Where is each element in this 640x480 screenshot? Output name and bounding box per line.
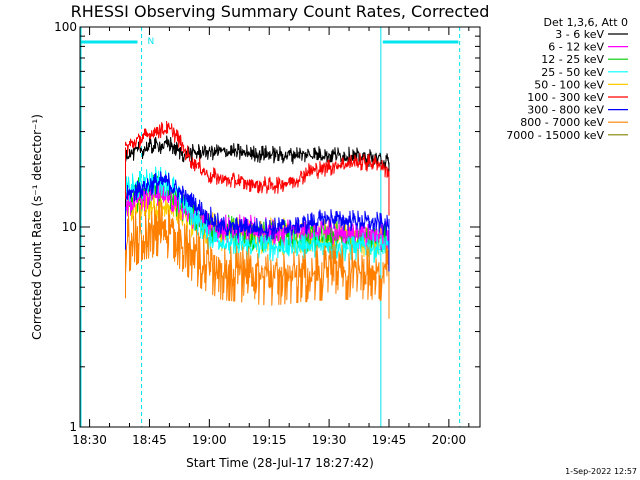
y-tick-label: 10 [62,220,77,234]
legend-title: Det 1,3,6, Att 0 [544,16,628,29]
series-line [125,120,390,194]
annotation-N: N [148,37,155,47]
legend-label: 3 - 6 keV [555,28,604,41]
legend-label: 300 - 800 keV [527,104,604,117]
series-line [125,135,390,169]
y-tick-label: 100 [54,20,77,34]
x-tick-label: 19:45 [372,433,407,447]
legend-label: 6 - 12 keV [548,41,604,54]
series-line [125,200,390,306]
legend-label: 7000 - 15000 keV [506,129,604,142]
legend-label: 12 - 25 keV [541,53,604,66]
x-tick-label: 19:00 [192,433,227,447]
x-tick-label: 20:00 [432,433,467,447]
series-line [125,171,390,241]
legend-label: 100 - 300 keV [527,91,604,104]
axes: 18:30 18:45 19:00 19:15 19:30 19:45 20:00 1 10 10… [54,20,481,447]
x-tick-label: 18:30 [72,433,107,447]
timestamp: 1-Sep-2022 12:57 [565,467,637,476]
x-tick-label: 19:15 [252,433,287,447]
x-axis-label: Start Time (28-Jul-17 18:27:42) [186,456,374,470]
legend-label: 800 - 7000 keV [520,116,604,129]
x-tick-label: 18:45 [132,433,167,447]
y-axis-label: Corrected Count Rate (s⁻¹ detector⁻¹) [30,114,44,340]
legend-label: 25 - 50 keV [541,66,604,79]
plot-area: N [80,27,461,427]
legend-label: 50 - 100 keV [534,78,604,91]
chart-title: RHESSI Observing Summary Count Rates, Co… [71,2,490,21]
y-tick-label: 1 [69,420,77,434]
x-tick-label: 19:30 [312,433,347,447]
